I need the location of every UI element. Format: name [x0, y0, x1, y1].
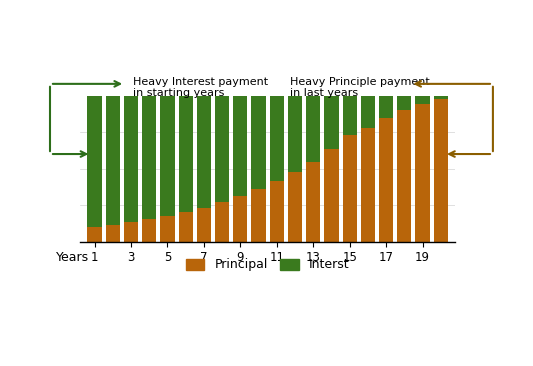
- Bar: [179, 212, 193, 242]
- Text: Heavy Interest payment
in starting years: Heavy Interest payment in starting years: [133, 76, 268, 98]
- Bar: [270, 182, 284, 242]
- Bar: [325, 96, 338, 149]
- Bar: [343, 135, 357, 242]
- Bar: [215, 96, 229, 202]
- Bar: [252, 190, 265, 242]
- Bar: [397, 110, 411, 242]
- Bar: [288, 96, 302, 172]
- Bar: [415, 96, 430, 104]
- Bar: [434, 99, 448, 242]
- Bar: [215, 202, 229, 242]
- Bar: [142, 96, 156, 219]
- Bar: [87, 227, 102, 242]
- Bar: [106, 96, 120, 225]
- Bar: [197, 208, 211, 242]
- Bar: [379, 96, 393, 118]
- Bar: [179, 96, 193, 212]
- Text: Years: Years: [55, 251, 89, 264]
- Bar: [87, 96, 102, 227]
- Bar: [434, 96, 448, 99]
- Bar: [197, 96, 211, 208]
- Bar: [379, 118, 393, 242]
- Bar: [288, 172, 302, 242]
- Bar: [106, 225, 120, 242]
- Bar: [343, 96, 357, 135]
- Bar: [306, 162, 320, 242]
- Bar: [397, 96, 411, 110]
- Bar: [233, 96, 247, 196]
- Bar: [160, 96, 175, 216]
- Bar: [124, 222, 138, 242]
- Bar: [142, 219, 156, 242]
- Legend: Principal, Interst: Principal, Interst: [181, 253, 354, 276]
- Bar: [415, 104, 430, 242]
- Bar: [160, 216, 175, 242]
- Bar: [361, 96, 375, 128]
- Bar: [325, 149, 338, 242]
- Bar: [252, 96, 265, 190]
- Bar: [124, 96, 138, 222]
- Bar: [361, 128, 375, 242]
- Text: Heavy Principle payment
in last years: Heavy Principle payment in last years: [290, 76, 430, 98]
- Bar: [270, 96, 284, 182]
- Bar: [306, 96, 320, 162]
- Bar: [233, 196, 247, 242]
